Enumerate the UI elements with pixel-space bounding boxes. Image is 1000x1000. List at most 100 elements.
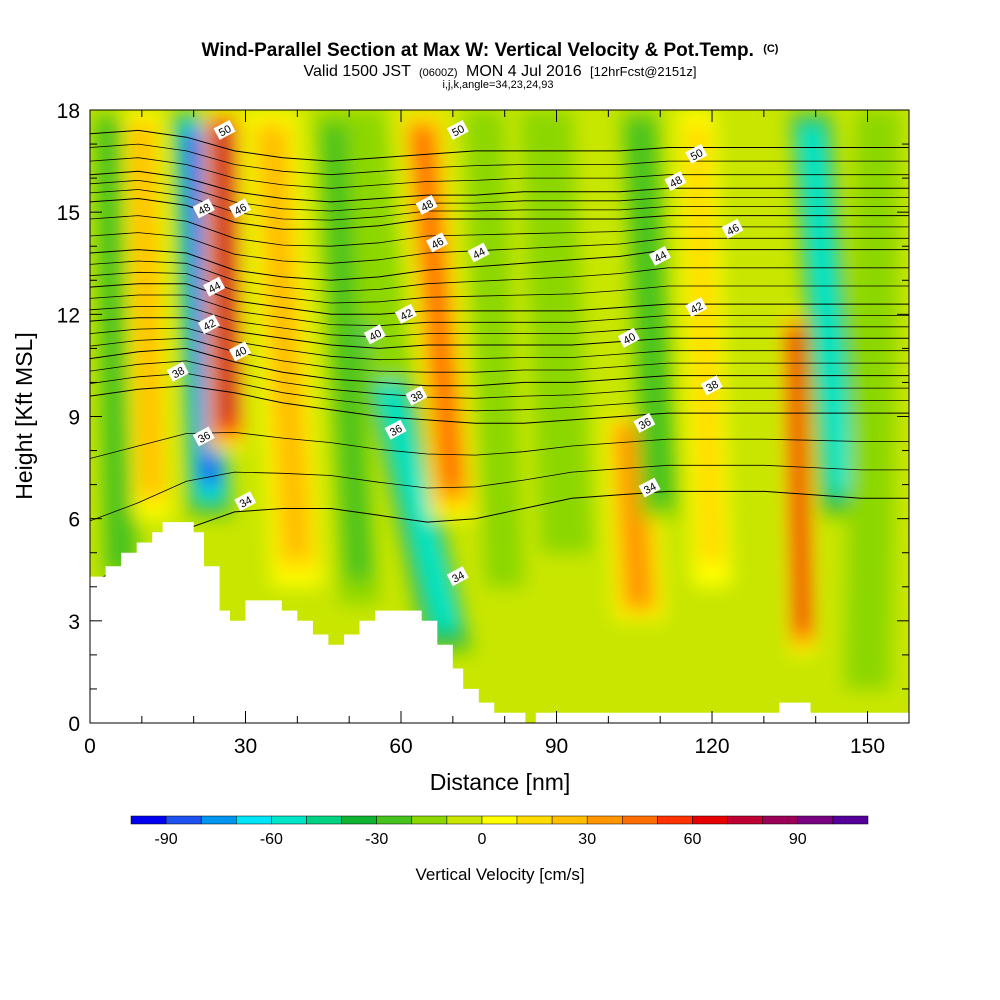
velocity-band-4-ring-3 (257, 129, 311, 555)
velocity-band-6 (349, 314, 474, 655)
isentrope-48 (90, 170, 909, 203)
isentrope-label-40: 40 (363, 324, 386, 345)
isentrope-label-box (721, 218, 744, 239)
isentrope-label-text: 36 (196, 430, 212, 446)
isentrope-label-text: 48 (419, 198, 435, 214)
isentrope-minor (90, 294, 909, 327)
isentrope-label-box (166, 361, 189, 382)
colorbar-swatch (622, 815, 658, 825)
isentrope-label-box (363, 324, 386, 345)
isentrope-50 (90, 129, 909, 162)
colorbar-swatch (692, 815, 728, 825)
colorbar-tick-label: 60 (684, 831, 702, 848)
velocity-band-9 (464, 110, 525, 587)
velocity-band-10 (520, 110, 593, 553)
isentrope-label-box (234, 491, 257, 512)
colorbar-tick-label: 90 (789, 831, 807, 848)
isentrope-label-text: 50 (689, 147, 705, 163)
x-tick-label: 90 (545, 735, 568, 758)
chart-title-mark: (C) (763, 43, 779, 55)
x-axis-label: Distance [nm] (430, 769, 571, 795)
velocity-band-5-ring-2 (321, 124, 372, 580)
x-tick-label: 30 (234, 735, 257, 758)
isentrope-label-text: 50 (450, 123, 466, 139)
isentrope-label-box (426, 232, 449, 253)
isentrope-minor (90, 232, 909, 264)
isentrope-label-46: 46 (229, 198, 252, 219)
velocity-band-16-ring-2 (853, 127, 893, 660)
isentrope-minor (90, 372, 909, 412)
isentrope-label-box (192, 198, 215, 219)
isentrope-lines (90, 129, 909, 584)
isentrope-label-box (638, 477, 661, 498)
isentrope-label-38: 38 (166, 361, 189, 382)
isentrope-minor (90, 431, 909, 459)
isentrope-minor (90, 271, 909, 304)
terrain (90, 522, 909, 723)
isentrope-label-text: 34 (642, 481, 658, 497)
velocity-band-14-ring-7 (789, 331, 809, 626)
isentrope-label-box (685, 297, 708, 318)
colorbar-swatch (551, 815, 588, 825)
velocity-band-3 (122, 110, 172, 519)
isentrope-label-text: 46 (725, 222, 741, 238)
isentrope-label-box (229, 341, 252, 362)
isentrope-label-46: 46 (721, 218, 744, 239)
isentrope-label-text: 40 (621, 331, 637, 347)
isentrope-34 (90, 490, 909, 584)
colorbar-swatch (411, 815, 448, 825)
subtitle-date: MON 4 Jul 2016 (466, 63, 582, 80)
isentrope-label-text: 36 (388, 423, 404, 439)
colorbar-tick-label: -30 (365, 831, 388, 848)
isentrope-minor (90, 464, 909, 522)
velocity-band-16 (844, 110, 901, 689)
x-tick-label: 0 (84, 735, 96, 758)
velocity-band-1 (202, 110, 247, 451)
isentrope-label-40: 40 (617, 327, 640, 348)
colorbar-tick-label: 30 (578, 831, 596, 848)
isentrope-label-box (203, 276, 226, 297)
isentrope-label-38: 38 (405, 385, 428, 406)
isentrope-label-text: 46 (233, 202, 249, 218)
colorbar-label: Vertical Velocity [cm/s] (415, 865, 584, 884)
isentrope-label-38: 38 (700, 375, 723, 396)
colorbar-swatch (762, 815, 799, 825)
isentrope-label-box (394, 303, 417, 324)
colorbar: -90 -60 -30 0 30 60 90 (130, 815, 869, 848)
velocity-band-8 (345, 110, 411, 383)
x-axis: 0 30 60 90 120 150 (84, 110, 885, 758)
isentrope-minor (90, 327, 909, 361)
isentrope-label-42: 42 (197, 314, 220, 335)
y-tick-label: 3 (68, 611, 80, 634)
velocity-band-3-ring-3 (131, 126, 163, 492)
isentrope-label-box (197, 314, 220, 335)
velocity-band-15 (787, 110, 865, 519)
isentrope-label-42: 42 (394, 303, 417, 324)
isentrope-label-50: 50 (685, 143, 708, 164)
velocity-band-7-ring-5 (412, 129, 463, 486)
isentrope-minor (90, 360, 909, 399)
subtitle-forecast: [12hrFcst@2151z] (590, 64, 696, 79)
colorbar-swatch (306, 815, 342, 825)
chart-title-text: Wind-Parallel Section at Max W: Vertical… (202, 40, 754, 61)
plot-area: 34 34 34 36 36 36 38 38 38 40 40 40 42 42 42 44 44 44 46 46… (90, 110, 909, 723)
isentrope-label-36: 36 (633, 412, 656, 433)
isentrope-label-text: 48 (196, 202, 212, 218)
isentrope-label-box (446, 566, 469, 587)
isentrope-label-text: 44 (471, 246, 487, 262)
velocity-band-13 (677, 110, 732, 587)
y-axis-label: Height [Kft MSL] (11, 332, 37, 499)
isentrope-minor (90, 143, 909, 176)
isentrope-label-50: 50 (213, 119, 236, 140)
isentrope-label-text: 42 (398, 307, 414, 323)
velocity-band-13-ring-2 (684, 124, 725, 563)
isentrope-minor (90, 215, 909, 247)
isentrope-label-box (405, 385, 428, 406)
colorbar-swatch (586, 815, 623, 825)
isentrope-36 (90, 385, 909, 424)
chart-subtitle: Valid 1500 JST (0600Z) MON 4 Jul 2016 [1… (304, 63, 697, 80)
velocity-band-8-ring-2 (352, 118, 404, 369)
isentrope-label-text: 40 (367, 328, 383, 344)
isentrope-minor (90, 189, 909, 221)
subtitle-zulu: (0600Z) (419, 67, 458, 79)
